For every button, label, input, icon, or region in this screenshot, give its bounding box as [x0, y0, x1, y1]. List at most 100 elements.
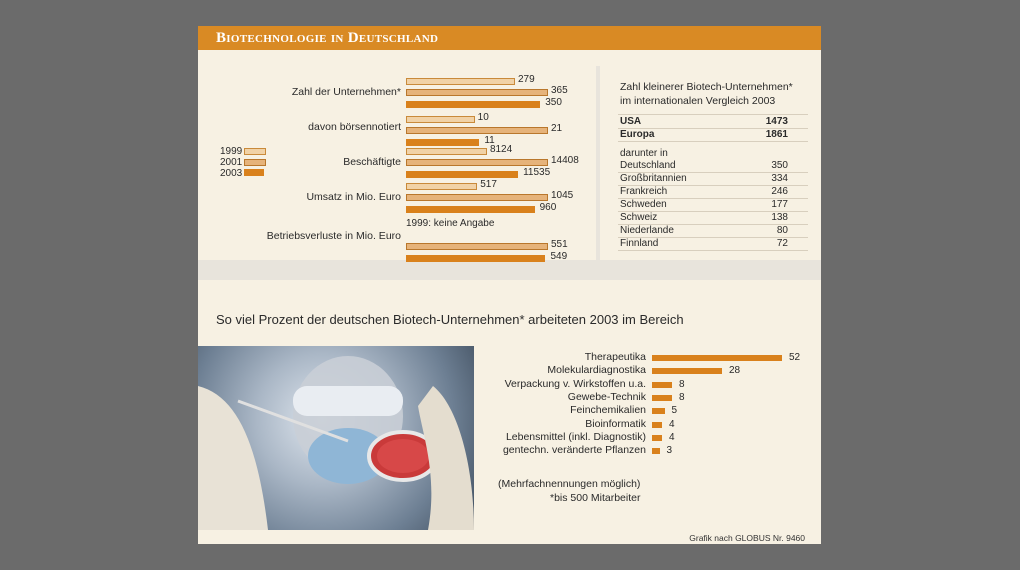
bar-value-label: 517	[480, 179, 497, 190]
bar-value-label: 14408	[551, 155, 579, 167]
bar-2001	[406, 89, 548, 97]
section-title: So viel Prozent der deutschen Biotech-Un…	[216, 312, 684, 327]
table-row-label: USA	[620, 116, 642, 127]
table-divider	[618, 237, 808, 238]
sector-label: Therapeutika	[584, 351, 646, 363]
note-footnote: *bis 500 Mitarbeiter	[550, 492, 641, 504]
table-row-label: Deutschland	[620, 160, 676, 171]
table-row-value: 350	[771, 160, 788, 171]
bar-1999	[406, 116, 475, 123]
sector-value-label: 52	[789, 352, 801, 363]
sector-value-label: 4	[669, 431, 675, 443]
bar-value-label: 11535	[523, 166, 551, 178]
bar-value-label: 960	[539, 201, 557, 213]
sector-label: Gewebe-Technik	[567, 390, 646, 403]
sector-label: Lebensmittel (inkl. Diagnostik)	[505, 430, 646, 443]
sector-bar	[652, 448, 660, 455]
vertical-divider	[596, 66, 600, 260]
bar-2003	[406, 138, 480, 146]
table-divider	[618, 114, 808, 115]
page-title: Biotechnologie in Deutschland	[216, 30, 439, 46]
sector-label: Verpackung v. Wirkstoffen u.a.	[504, 377, 646, 390]
bar-2003	[406, 205, 535, 213]
sector-bar	[652, 421, 662, 428]
table-row-label: Großbritannien	[620, 173, 687, 184]
table-row-label: Europa	[620, 129, 655, 140]
bar-value-label: 549	[550, 250, 568, 262]
bar-2001	[406, 159, 548, 167]
table-group-label: darunter in	[620, 148, 668, 159]
bar-value-label: 365	[551, 85, 568, 97]
category-label: Beschäftigte	[343, 156, 401, 168]
bar-value-label: 551	[551, 239, 568, 251]
legend-label-2003: 2003	[220, 168, 243, 179]
sector-value-label: 8	[679, 378, 685, 390]
sector-label: gentechn. veränderte Pflanzen	[502, 444, 646, 457]
sector-bar	[652, 394, 672, 401]
table-divider	[618, 250, 808, 251]
table-row-label: Schweden	[620, 199, 667, 210]
sector-bar	[652, 408, 665, 415]
table-row-value: 72	[776, 238, 788, 249]
sector-bar	[652, 355, 782, 361]
sector-value-label: 8	[679, 391, 685, 403]
table-row-label: Schweiz	[620, 212, 658, 223]
bar-2001	[406, 127, 548, 135]
table-divider	[618, 172, 808, 173]
table-row-value: 246	[771, 186, 788, 197]
category-label: Betriebsverluste in Mio. Euro	[266, 230, 401, 242]
bar-1999	[406, 78, 515, 85]
infographic-card: Biotechnologie in Deutschland 1999 2001 …	[198, 26, 821, 544]
table-row-label: Niederlande	[620, 225, 674, 236]
table-divider	[618, 211, 808, 212]
bar-value-label: 8124	[489, 144, 513, 155]
annotation-no-data: 1999: keine Angabe	[406, 218, 495, 229]
legend-swatch-2003	[244, 169, 264, 176]
category-label: davon börsennotiert	[308, 121, 401, 133]
table-divider	[618, 128, 808, 129]
sector-value-label: 3	[666, 445, 673, 457]
legend-label-1999: 1999	[220, 146, 243, 157]
table-divider	[618, 198, 808, 199]
sector-value-label: 4	[669, 418, 675, 430]
legend-label-2001: 2001	[220, 157, 243, 168]
bar-2003	[406, 100, 541, 108]
table-title-text: Zahl kleinerer Biotech-Unternehmen* im i…	[620, 81, 793, 107]
sector-bar	[652, 368, 722, 375]
table-divider	[618, 185, 808, 186]
table-row-label: Finnland	[620, 238, 659, 249]
sector-label: Bioinformatik	[585, 417, 646, 430]
bar-value-label: 1045	[551, 190, 574, 202]
header-bar: Biotechnologie in Deutschland	[198, 26, 821, 50]
table-row-value: 1861	[765, 129, 788, 140]
bar-2001	[406, 243, 548, 251]
sector-bar	[652, 434, 662, 441]
table-row-value: 334	[771, 173, 788, 184]
sector-value-label: 28	[729, 365, 741, 377]
category-label: Umsatz in Mio. Euro	[306, 191, 401, 203]
bar-2001	[406, 194, 548, 202]
sector-bar	[652, 381, 672, 388]
horizontal-divider	[198, 260, 821, 280]
table-row-value: 138	[771, 212, 788, 223]
source-credit: Grafik nach GLOBUS Nr. 9460	[689, 533, 805, 543]
table-row-label: Frankreich	[620, 186, 668, 197]
table-row-value: 177	[771, 199, 788, 210]
lab-photo-illustration	[198, 356, 474, 530]
table-title: Zahl kleinerer Biotech-Unternehmen* im i…	[620, 80, 800, 108]
legend-swatch-1999	[244, 148, 266, 155]
sector-value-label: 5	[671, 405, 678, 417]
sector-label: Molekulardiagnostika	[547, 364, 646, 377]
bar-2003	[406, 170, 519, 178]
bar-value-label: 21	[551, 123, 563, 135]
category-label: Zahl der Unternehmen*	[291, 86, 401, 98]
table-row-value: 80	[776, 225, 788, 236]
bar-value-label: 11	[484, 134, 495, 146]
bar-2003	[406, 254, 546, 262]
table-divider	[618, 224, 808, 225]
bar-value-label: 350	[545, 96, 562, 108]
legend-swatch-2001	[244, 159, 266, 166]
lab-photo	[198, 346, 474, 530]
note-multiple: (Mehrfachnennungen möglich)	[498, 478, 641, 490]
sector-label: Feinchemikalien	[570, 404, 646, 417]
